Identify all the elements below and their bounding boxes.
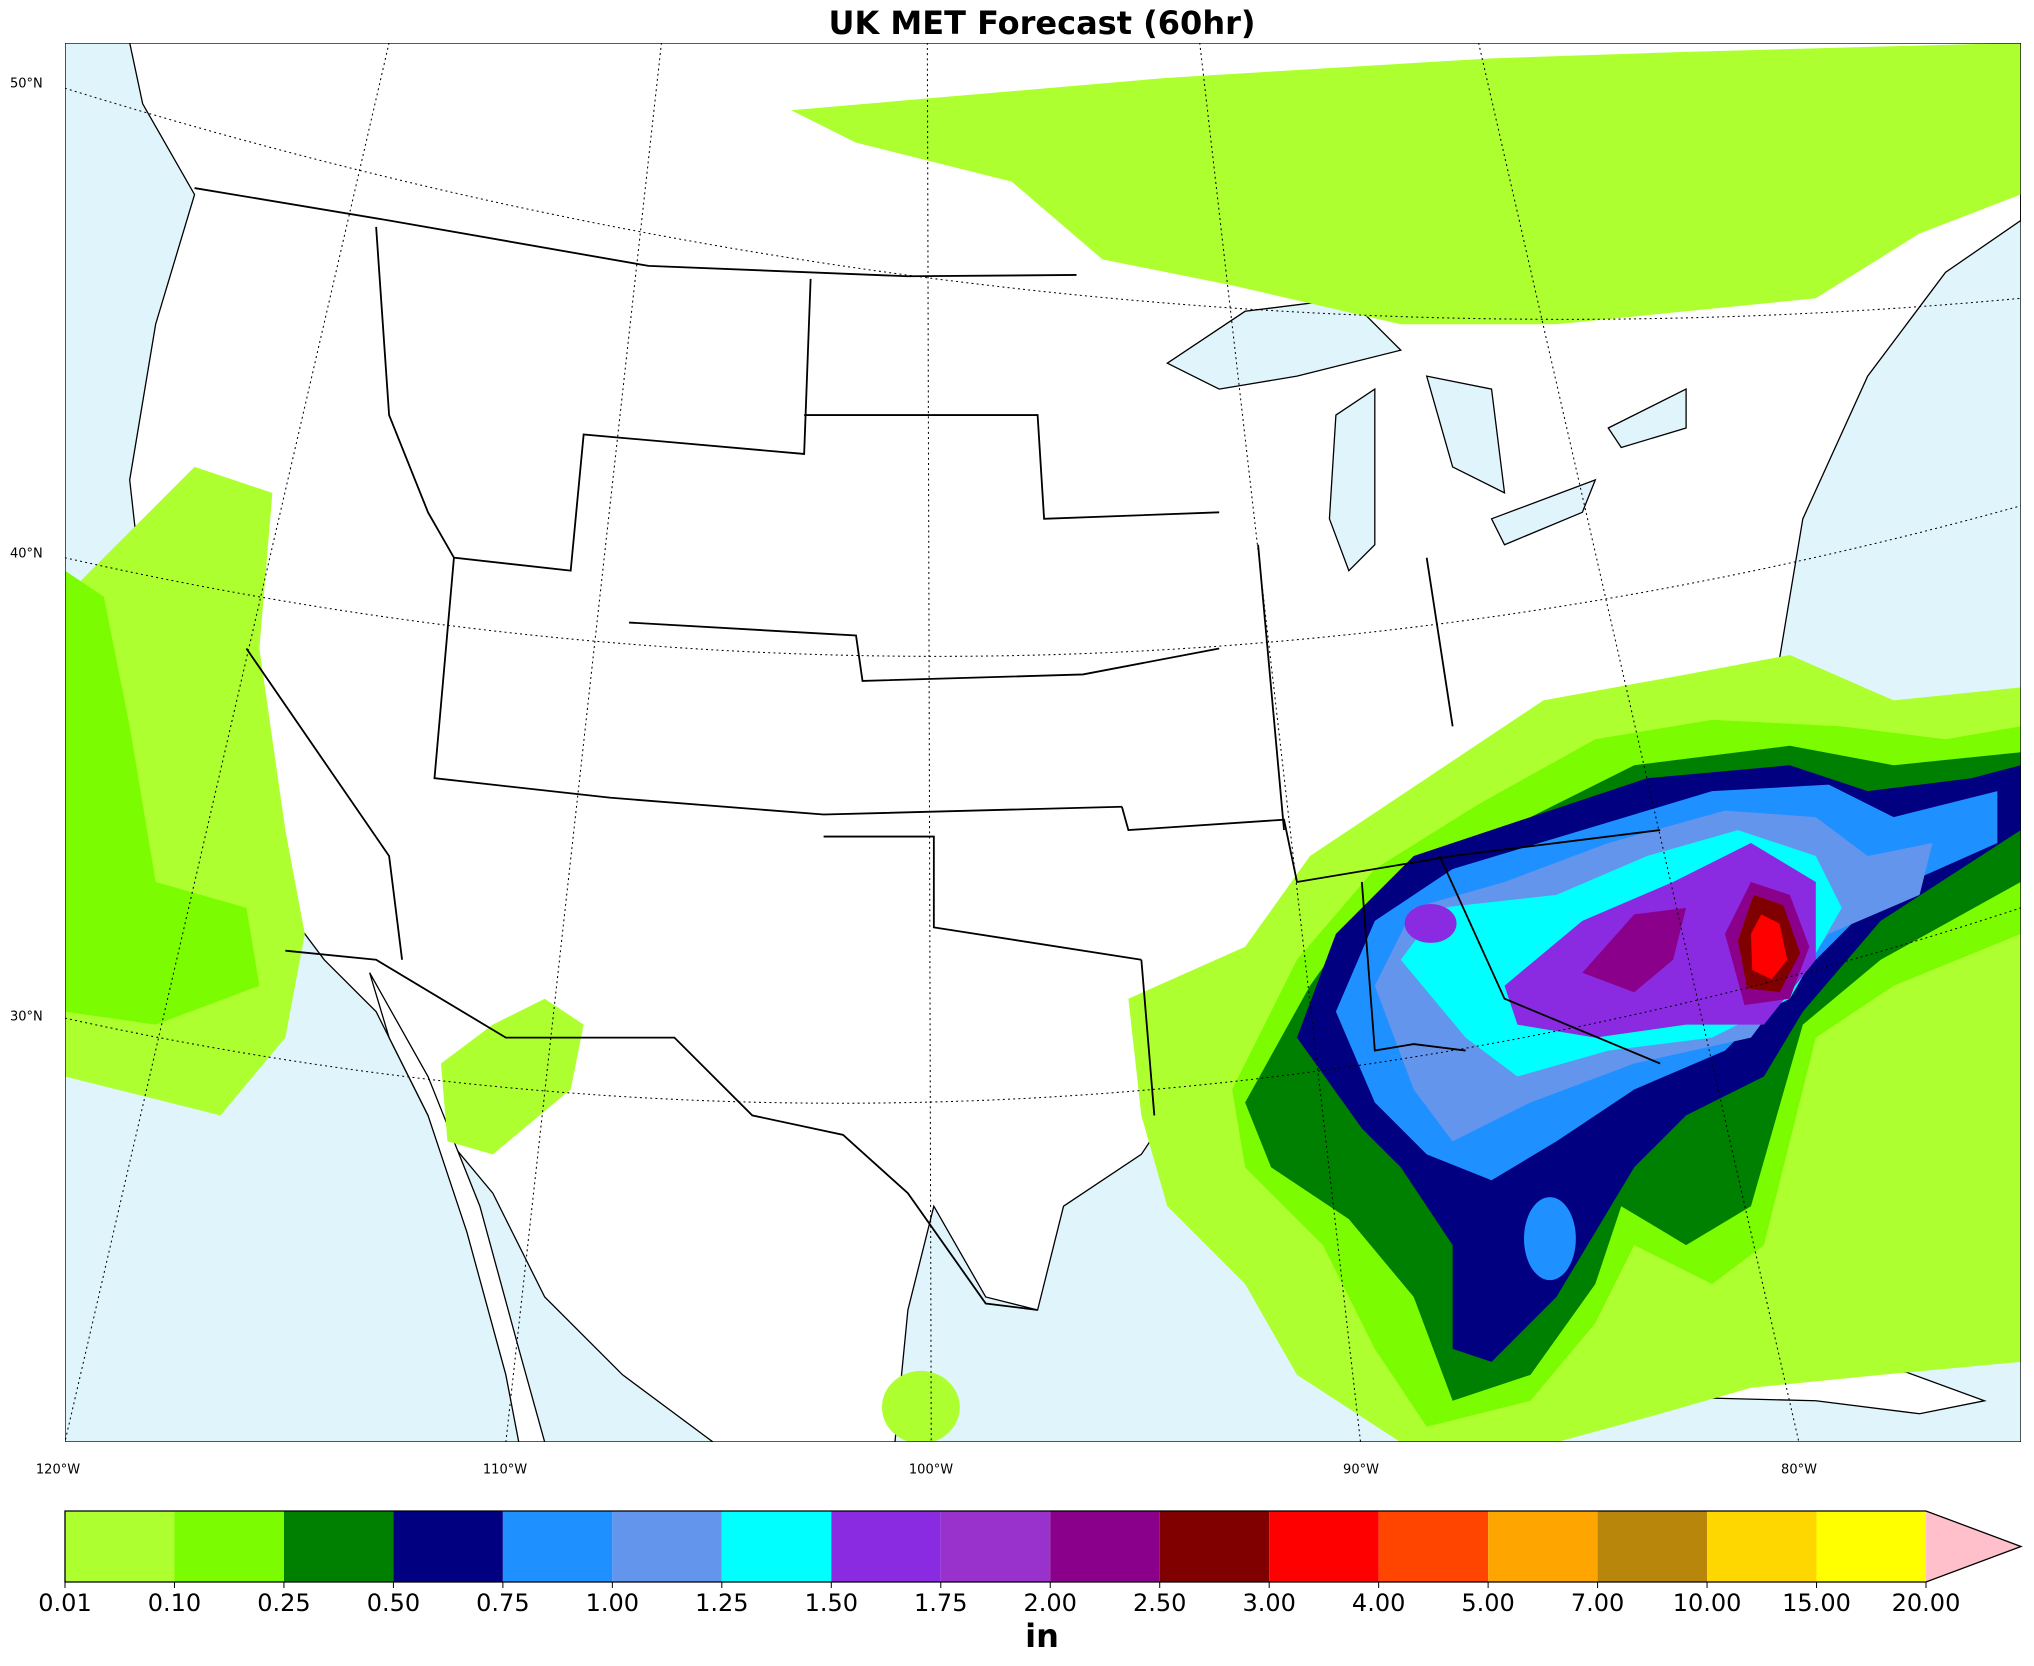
colorbar-label: 1.75 xyxy=(914,1589,967,1617)
colorbar-label: 1.50 xyxy=(805,1589,858,1617)
colorbar-segment xyxy=(1378,1511,1489,1582)
lon-label: 80°W xyxy=(1781,1463,1817,1478)
lat-label: 30°N xyxy=(10,1010,43,1025)
colorbar-label: 0.01 xyxy=(38,1589,91,1617)
colorbar-label: 20.00 xyxy=(1892,1589,1961,1617)
colorbar-label: 0.75 xyxy=(476,1589,529,1617)
lon-label: 90°W xyxy=(1343,1463,1379,1478)
great-lakes xyxy=(1166,297,1687,572)
borders xyxy=(194,187,1661,1311)
colorbar-outline xyxy=(64,1510,2023,1583)
lon-label: 110°W xyxy=(483,1463,527,1478)
lon-label: 120°W xyxy=(36,1463,80,1478)
colorbar-label: 7.00 xyxy=(1571,1589,1624,1617)
lon-labels: 120°W 110°W 100°W 90°W 80°W xyxy=(36,1463,1817,1478)
baja xyxy=(369,972,546,1442)
map-title: UK MET Forecast (60hr) xyxy=(828,4,1255,42)
map xyxy=(65,43,2021,1442)
colorbar-segment xyxy=(502,1511,613,1582)
graticule xyxy=(65,43,2021,1442)
colorbar-label: 0.25 xyxy=(257,1589,310,1617)
colorbar-segment xyxy=(283,1511,394,1582)
precipitation xyxy=(65,43,2021,1442)
colorbar-segment xyxy=(1269,1511,1379,1582)
colorbar-label: 15.00 xyxy=(1782,1589,1851,1617)
colorbar-segment xyxy=(940,1511,1051,1582)
lat-label: 50°N xyxy=(10,77,43,92)
colorbar-segment xyxy=(1597,1511,1708,1582)
colorbar-label: 0.50 xyxy=(367,1589,420,1617)
colorbar-label: 4.00 xyxy=(1352,1589,1405,1617)
colorbar-unit: in xyxy=(1025,1617,1059,1655)
colorbar-label: 3.00 xyxy=(1242,1589,1295,1617)
colorbar-segment xyxy=(1050,1511,1160,1582)
colorbar-segment xyxy=(1488,1511,1598,1582)
colorbar-label: 2.00 xyxy=(1024,1589,1077,1617)
colorbar: 0.01 0.10 0.25 0.50 0.75 1.00 1.25 1.50 1.75 2.00… xyxy=(38,1510,2023,1617)
colorbar-segment xyxy=(393,1511,503,1582)
colorbar-segment xyxy=(1816,1511,1926,1582)
colorbar-label: 2.50 xyxy=(1133,1589,1186,1617)
colorbar-extend xyxy=(1926,1511,2021,1582)
lon-label: 100°W xyxy=(909,1463,953,1478)
lat-labels: 50°N 40°N 30°N xyxy=(10,77,43,1025)
colorbar-label: 5.00 xyxy=(1461,1589,1514,1617)
lat-label: 40°N xyxy=(10,547,43,562)
colorbar-segment xyxy=(1159,1511,1270,1582)
colorbar-label: 1.00 xyxy=(586,1589,639,1617)
colorbar-segment xyxy=(831,1511,941,1582)
colorbar-segment xyxy=(65,1511,175,1582)
colorbar-segment xyxy=(174,1511,284,1582)
colorbar-label: 1.25 xyxy=(695,1589,748,1617)
colorbar-segment xyxy=(612,1511,722,1582)
colorbar-segment xyxy=(721,1511,832,1582)
colorbar-segment xyxy=(1707,1511,1817,1582)
colorbar-label: 10.00 xyxy=(1673,1589,1742,1617)
colorbar-label: 0.10 xyxy=(148,1589,201,1617)
